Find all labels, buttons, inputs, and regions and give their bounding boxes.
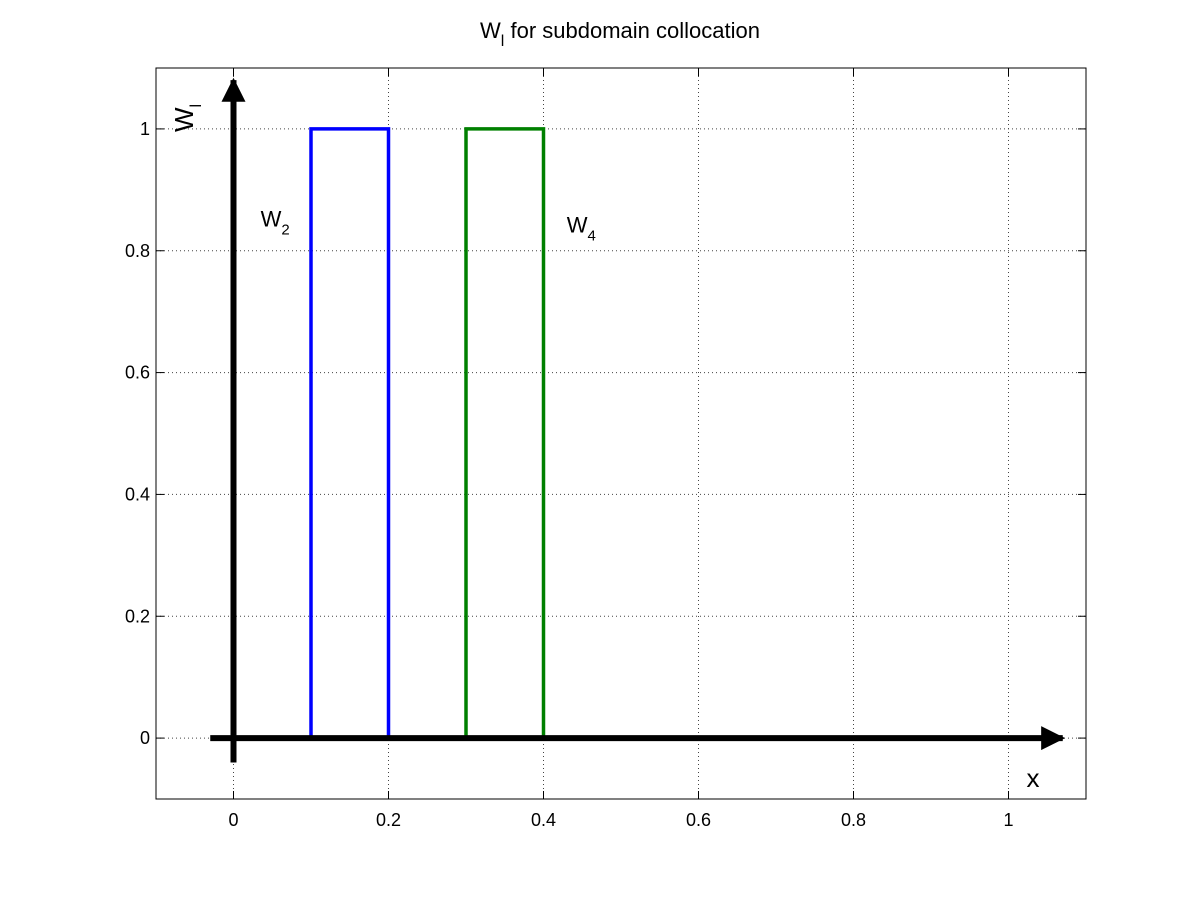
tick-label-layer: 0 0.2 0.4 0.6 0.8 1 0 0.2 0.4 0.6 0.8 1 [125,119,1014,830]
tick-layer [156,68,1086,799]
x-tick-label: 0 [228,810,238,830]
x-axis-label: x [1027,763,1040,793]
y-tick-label: 0 [140,728,150,748]
series-layer [309,127,546,739]
y-axis-label: Wl [169,104,205,132]
y-axis-label-main: W [169,107,199,132]
annotation-layer: W2 W4 [261,206,596,244]
x-tick-label: 0.2 [376,810,401,830]
annotation-sub: 2 [281,221,289,238]
x-tick-label: 1 [1003,810,1013,830]
annotation-w2: W2 [261,206,290,238]
chart-title: Wl for subdomain collocation [480,18,760,50]
x-tick-label: 0.8 [841,810,866,830]
y-tick-label: 0.6 [125,363,150,383]
chart-title-rest: for subdomain collocation [504,18,760,43]
series-line-w2 [309,127,391,739]
annotation-main: W [261,206,282,231]
chart-title-main: W [480,18,501,43]
y-tick-label: 1 [140,119,150,139]
annotation-sub: 4 [588,227,596,244]
chart-title-sub: l [501,33,505,50]
annotation-w4: W4 [567,212,596,244]
plot-frame [155,67,1087,800]
x-tick-label: 0.4 [531,810,556,830]
x-tick-label: 0.6 [686,810,711,830]
y-tick-label: 0.2 [125,606,150,626]
annotation-main: W [567,212,588,237]
plot-background [156,68,1086,799]
y-axis-label-sub: l [188,104,205,108]
arrow-layer [210,77,1066,763]
y-tick-label: 0.4 [125,484,150,504]
series-line-w4 [464,127,546,739]
y-tick-label: 0.8 [125,241,150,261]
